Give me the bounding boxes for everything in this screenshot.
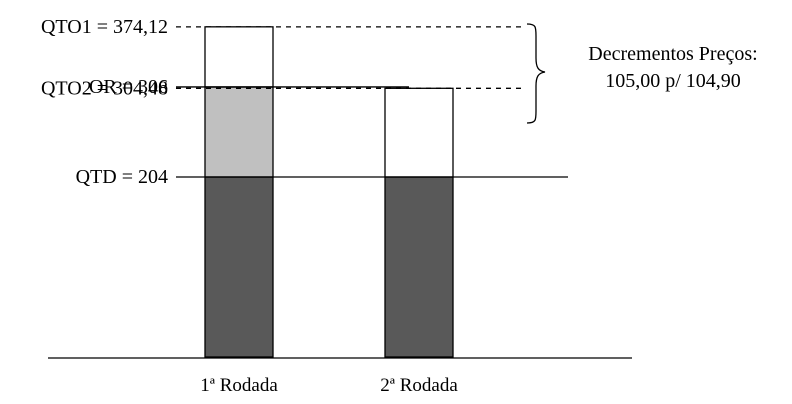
bar-1-segment-3: [204, 26, 274, 88]
category-label-1: 1ª Rodada: [200, 375, 278, 396]
qto2-label: QTO2 = 304,48: [41, 77, 168, 99]
qto1-label: QTO1 = 374,12: [41, 16, 168, 38]
bar-1-segment-1: [204, 176, 274, 358]
annotation-line-2: 105,00 p/ 104,90: [605, 70, 741, 92]
bars-layer: [204, 26, 454, 358]
curly-brace: [526, 23, 546, 124]
bar-2-segment-2: [384, 87, 454, 178]
qtd-label: QTD = 204: [76, 166, 168, 188]
annotation-line-1: Decrementos Preços:: [588, 43, 757, 65]
bar-2-segment-1: [384, 176, 454, 358]
or-label: OR = 306: [89, 76, 168, 98]
category-label-2: 2ª Rodada: [380, 375, 458, 396]
bar-1-segment-2: [204, 86, 274, 178]
